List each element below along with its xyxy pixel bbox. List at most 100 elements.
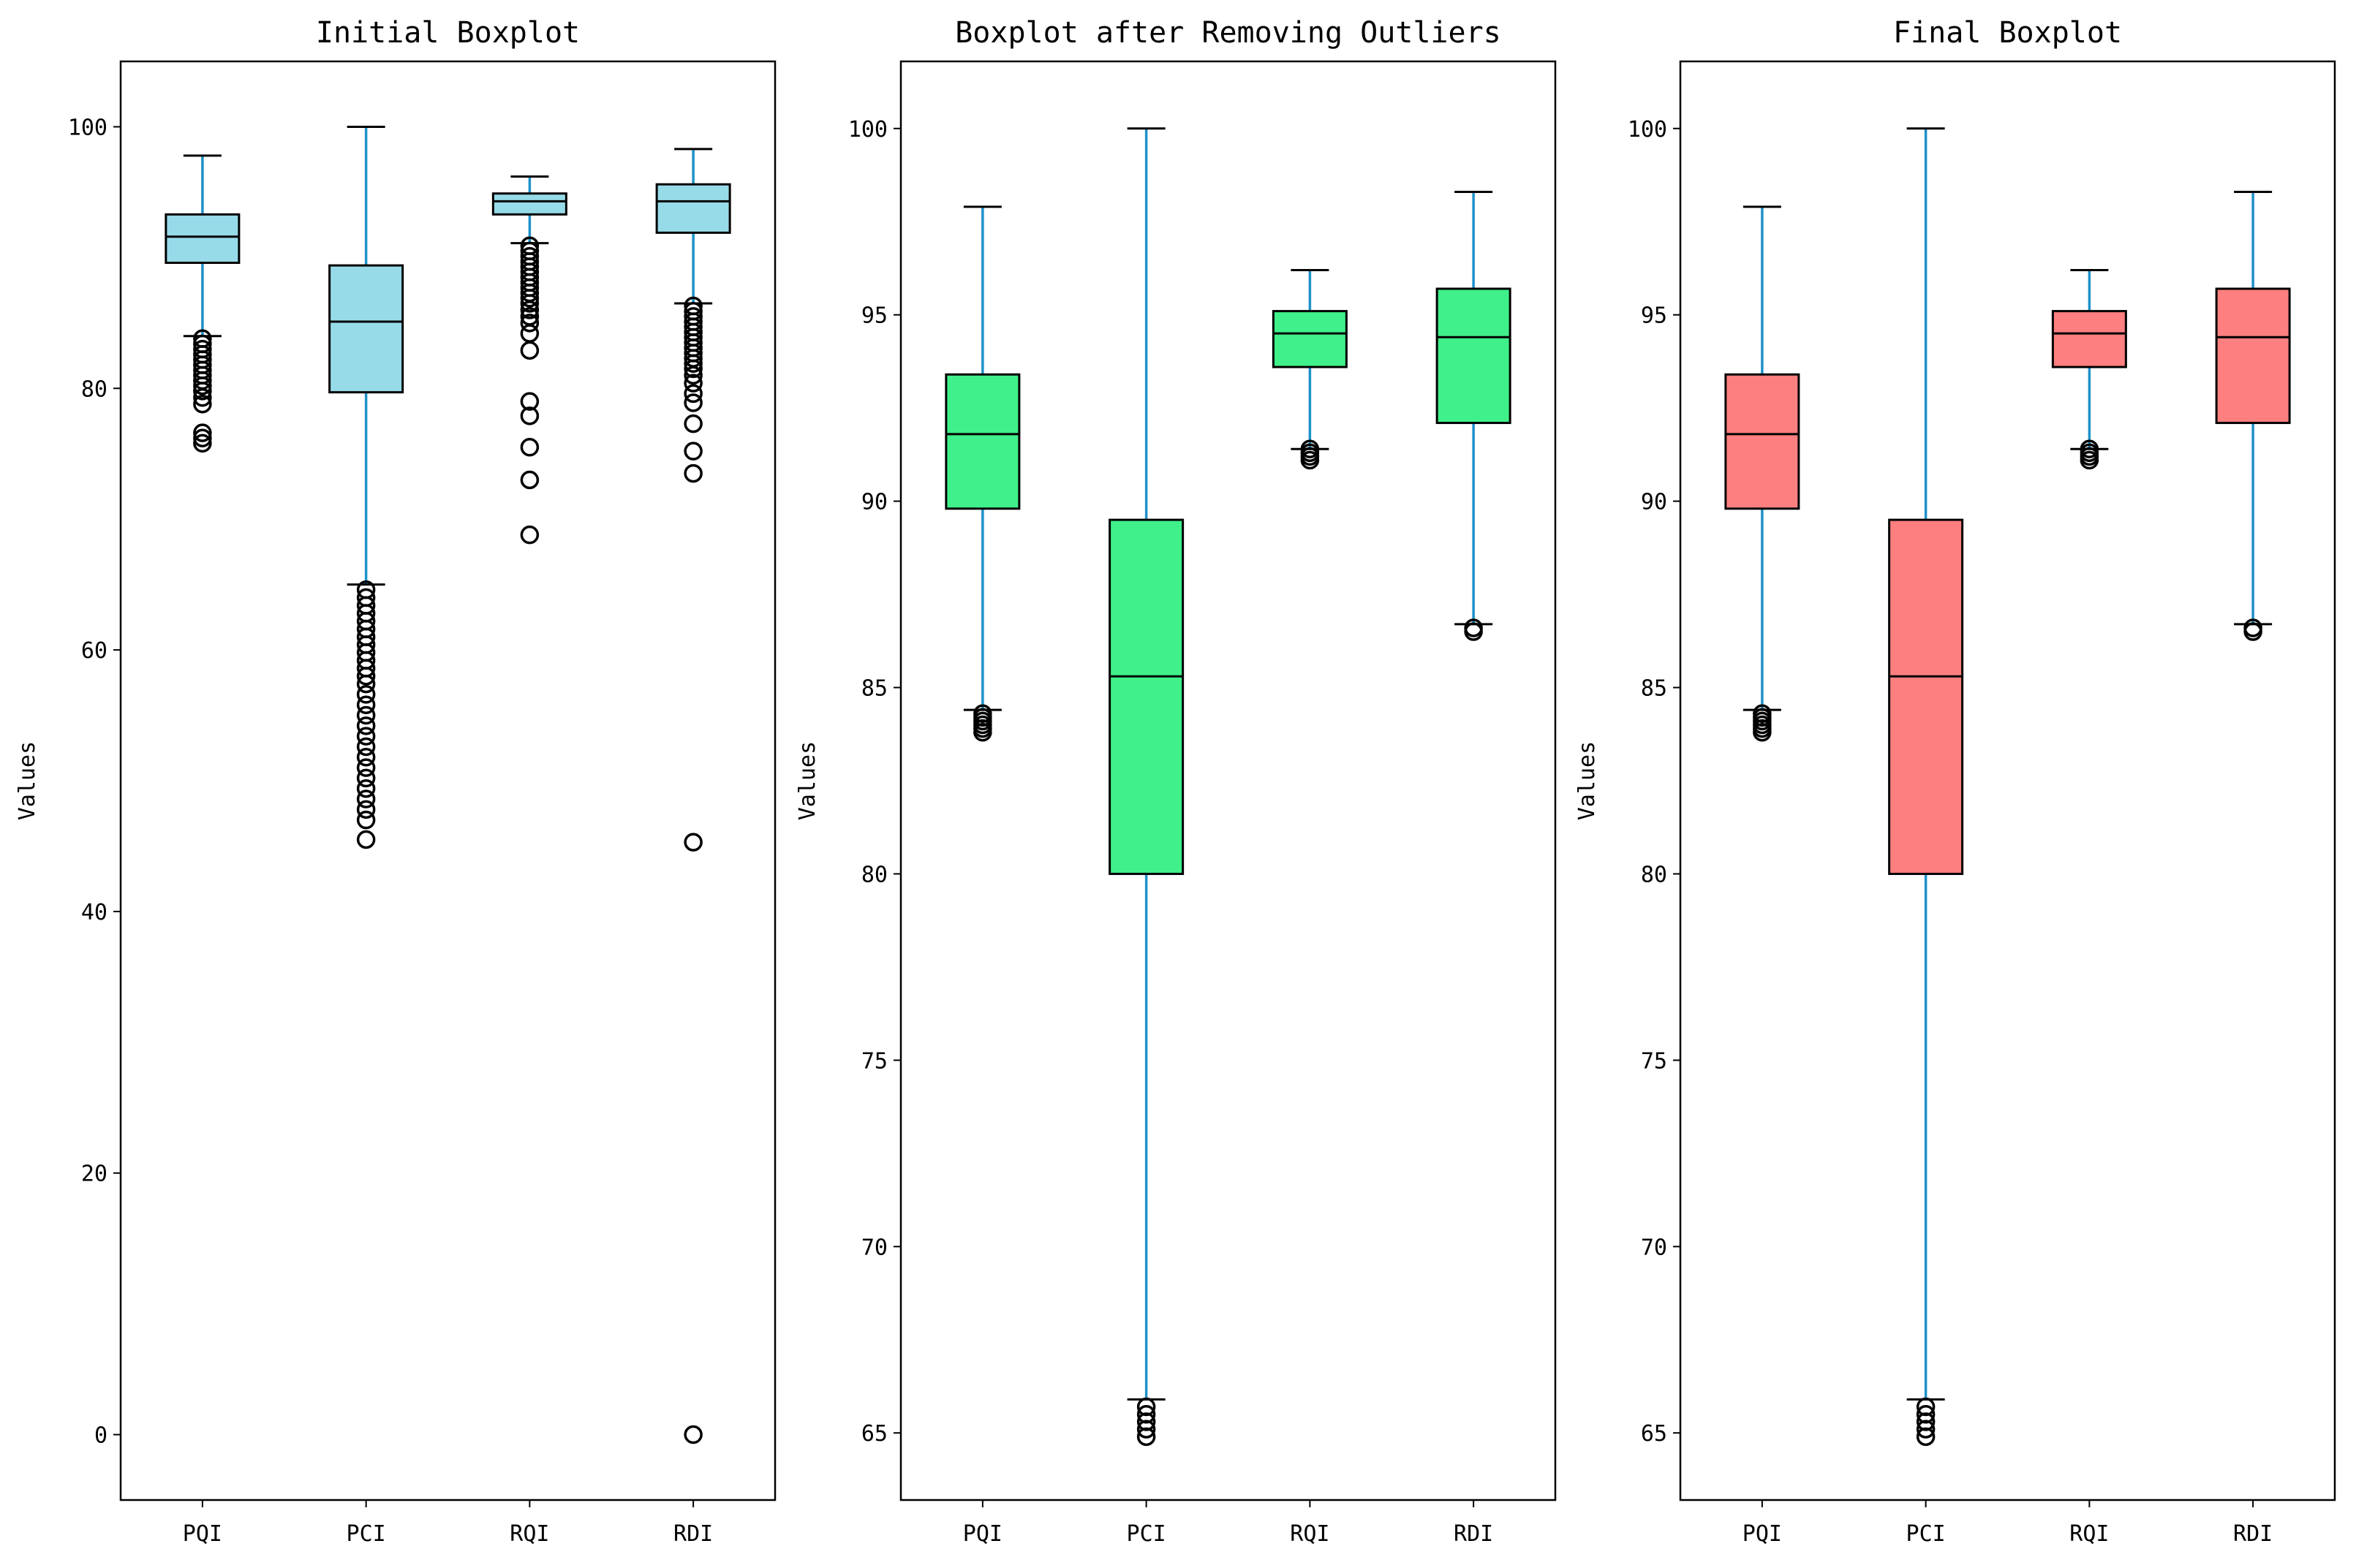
y-tick-label: 90 — [1641, 490, 1667, 515]
iqr-box — [2051, 310, 2127, 368]
x-tick-label: RQI — [2069, 1521, 2109, 1547]
outlier-point — [1300, 450, 1320, 470]
y-tick-label: 75 — [861, 1048, 888, 1074]
y-tick-label: 100 — [68, 115, 107, 140]
box-group-rdi — [1435, 190, 1511, 641]
panel-final-boxplot: Final Boxplot Values 65 70 75 80 85 90 95 100 PQI P… — [1574, 16, 2336, 1547]
y-tick-label: 20 — [81, 1162, 107, 1187]
x-tick-label: RDI — [1454, 1521, 1493, 1547]
iqr-box — [1435, 287, 1511, 425]
y-tick-label: 90 — [861, 490, 888, 515]
y-tick-label: 70 — [1641, 1235, 1667, 1260]
box-group-pci — [1888, 127, 1964, 1447]
outlier-point — [356, 758, 376, 777]
outlier-point — [356, 695, 376, 714]
x-tick-label: PCI — [347, 1521, 386, 1547]
outlier-point — [684, 414, 703, 433]
outlier-point — [356, 674, 376, 694]
y-axis-label: Values — [795, 741, 820, 820]
outlier-point — [193, 423, 212, 442]
outlier-point — [1464, 622, 1483, 641]
outlier-point — [356, 737, 376, 757]
y-axis-label: Values — [15, 741, 40, 820]
iqr-box — [1724, 373, 1800, 510]
outlier-point — [356, 705, 376, 725]
y-tick-label: 60 — [81, 638, 107, 664]
outlier-point — [684, 374, 703, 393]
chart-title: Initial Boxplot — [316, 16, 580, 50]
plot-frame — [119, 60, 777, 1501]
iqr-box — [945, 373, 1021, 510]
box-group-rqi — [491, 175, 567, 545]
outlier-point — [520, 341, 540, 360]
x-tick-label: PQI — [1743, 1521, 1782, 1547]
outlier-point — [356, 789, 376, 808]
outlier-point — [520, 525, 540, 545]
y-axis-label: Values — [1574, 741, 1600, 820]
outlier-point — [684, 359, 703, 379]
chart-title: Boxplot after Removing Outliers — [955, 16, 1501, 50]
plot-frame — [1679, 60, 2336, 1501]
outlier-point — [2080, 450, 2099, 470]
plot-frame — [899, 60, 1557, 1501]
outlier-point — [1136, 1420, 1156, 1439]
panel-initial-boxplot: Initial Boxplot Values 0 20 40 60 80 100 PQI PCI R… — [15, 16, 777, 1547]
box-group-rqi — [2051, 269, 2127, 470]
outlier-point — [973, 722, 992, 742]
box-group-pqi — [165, 154, 241, 453]
outlier-point — [520, 392, 540, 411]
outlier-point — [2243, 622, 2262, 641]
outlier-point — [193, 382, 212, 401]
outlier-point — [1753, 722, 1772, 742]
outlier-point — [684, 393, 703, 412]
outlier-point — [1916, 1427, 1936, 1447]
outlier-point — [356, 685, 376, 704]
outlier-point — [356, 810, 376, 830]
outlier-point — [684, 1425, 703, 1444]
y-tick-label: 80 — [81, 376, 107, 402]
iqr-box — [1109, 518, 1185, 875]
panel-after-removing-outliers: Boxplot after Removing Outliers Values 65 7… — [795, 16, 1557, 1547]
outlier-point — [520, 314, 540, 333]
outlier-point — [1916, 1420, 1936, 1439]
outlier-point — [356, 830, 376, 849]
box-group-pci — [328, 125, 404, 849]
iqr-box — [655, 183, 731, 234]
y-tick-label: 65 — [1641, 1421, 1667, 1447]
box-group-pci — [1109, 127, 1185, 1447]
y-tick-label: 85 — [1641, 676, 1667, 702]
x-tick-label: PCI — [1127, 1521, 1166, 1547]
iqr-box — [2215, 287, 2291, 425]
y-tick-label: 0 — [94, 1423, 107, 1449]
x-tick-label: RDI — [2233, 1521, 2273, 1547]
outlier-point — [356, 716, 376, 735]
outlier-point — [356, 667, 376, 686]
chart-title: Final Boxplot — [1893, 16, 2122, 50]
outlier-point — [356, 800, 376, 819]
outlier-point — [684, 833, 703, 852]
x-tick-label: RQI — [1290, 1521, 1329, 1547]
outlier-point — [684, 463, 703, 483]
iqr-box — [1272, 310, 1348, 368]
iqr-box — [165, 213, 241, 265]
outlier-point — [356, 768, 376, 788]
y-tick-label: 65 — [861, 1421, 888, 1447]
y-tick-label: 100 — [848, 117, 888, 143]
outlier-point — [520, 438, 540, 457]
x-tick-label: RDI — [673, 1521, 713, 1547]
x-tick-label: PCI — [1906, 1521, 1946, 1547]
y-tick-label: 80 — [861, 862, 888, 887]
outlier-point — [193, 433, 212, 453]
iqr-box — [328, 264, 404, 394]
y-tick-label: 95 — [1641, 303, 1667, 329]
outlier-point — [684, 354, 703, 374]
x-tick-label: RQI — [510, 1521, 549, 1547]
outlier-point — [520, 300, 540, 319]
outlier-point — [193, 376, 212, 395]
outlier-point — [193, 388, 212, 407]
outlier-point — [684, 366, 703, 385]
box-group-pqi — [945, 205, 1021, 742]
outlier-point — [356, 779, 376, 798]
y-tick-label: 100 — [1628, 117, 1667, 143]
